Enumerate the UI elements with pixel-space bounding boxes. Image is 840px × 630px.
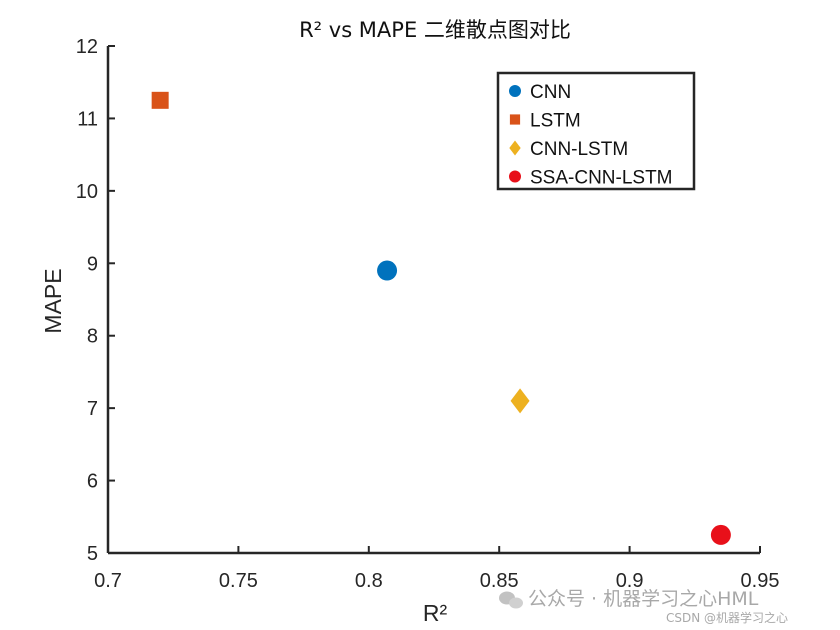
legend-marker-ssa-cnn-lstm xyxy=(509,170,521,183)
y-tick-label: 6 xyxy=(87,471,98,493)
y-tick-label: 10 xyxy=(76,181,98,203)
legend-label-ssa-cnn-lstm: SSA-CNN-LSTM xyxy=(530,168,673,189)
x-tick-label: 0.95 xyxy=(741,570,780,592)
legend: CNN LSTM CNN-LSTM SSA-CNN-LSTM xyxy=(496,71,696,191)
watermark: 公众号 · 机器学习之心HML CSDN @机器学习之心 xyxy=(499,588,788,625)
legend-marker-lstm xyxy=(509,114,521,125)
y-tick-label: 11 xyxy=(77,108,98,130)
data-point-lstm xyxy=(151,91,169,109)
legend-label-cnn-lstm: CNN-LSTM xyxy=(530,139,628,160)
legend-label-lstm: LSTM xyxy=(530,111,581,132)
data-point-cnn-lstm xyxy=(510,388,530,414)
watermark-channel: 公众号 · 机器学习之心HML xyxy=(528,588,759,610)
x-axis-ticks: 0.7 0.75 0.8 0.85 0.9 0.95 xyxy=(94,546,779,592)
legend-box xyxy=(496,71,696,191)
data-point-ssa-cnn-lstm xyxy=(710,524,731,545)
legend-label-cnn: CNN xyxy=(530,82,571,103)
x-axis-label: R² xyxy=(423,600,448,626)
data-point-cnn xyxy=(377,260,398,281)
x-tick-label: 0.7 xyxy=(94,570,122,592)
y-tick-label: 5 xyxy=(87,543,98,565)
legend-marker-cnn-lstm xyxy=(509,140,521,156)
data-points xyxy=(151,91,731,545)
legend-items: CNN LSTM CNN-LSTM SSA-CNN-LSTM xyxy=(509,82,673,189)
y-tick-label: 8 xyxy=(87,326,98,348)
wechat-icon xyxy=(499,591,523,609)
axes xyxy=(106,46,760,555)
y-tick-label: 9 xyxy=(87,253,98,275)
y-tick-label: 12 xyxy=(76,36,98,58)
x-tick-label: 0.85 xyxy=(480,570,519,592)
legend-marker-cnn xyxy=(509,85,521,97)
watermark-source: CSDN @机器学习之心 xyxy=(666,610,788,625)
y-axis-ticks: 5 6 7 8 9 10 11 12 xyxy=(76,36,115,565)
x-tick-label: 0.75 xyxy=(219,570,258,592)
y-axis-label: MAPE xyxy=(40,268,66,333)
chart-title: R² vs MAPE 二维散点图对比 xyxy=(299,18,571,42)
x-tick-label: 0.9 xyxy=(616,570,644,592)
y-tick-label: 7 xyxy=(87,398,98,420)
x-tick-label: 0.8 xyxy=(355,570,383,592)
